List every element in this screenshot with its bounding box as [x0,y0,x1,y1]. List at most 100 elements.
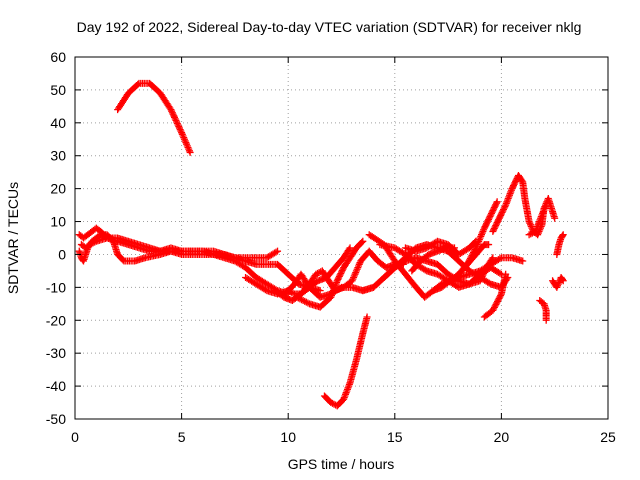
data-point [476,234,484,242]
series-arc-t [525,201,550,239]
data-point [355,260,363,268]
data-point [463,260,471,268]
data-point [312,270,320,278]
data-point [351,270,359,278]
data-point [542,201,550,209]
data-point [493,198,501,206]
y-axis-ticks: 60 50 40 30 20 10 0 -10 -20 -30 -40 -50 [46,49,608,427]
data-point [183,140,191,148]
data-point [478,231,486,239]
chart-title: Day 192 of 2022, Sidereal Day-to-day VTE… [77,19,582,35]
data-point [175,124,183,132]
data-point [527,221,535,229]
x-tick-label: 25 [600,429,616,445]
data-point [180,135,188,143]
data-point [178,129,186,137]
data-point [554,282,562,290]
data-point [177,127,185,135]
data-point [289,289,297,297]
data-point [469,250,477,258]
y-tick-label: 30 [50,148,66,164]
data-point [527,222,535,230]
data-point [287,288,295,296]
y-tick-label: 20 [50,181,66,197]
x-axis-ticks: 0 5 10 15 20 25 [71,57,616,445]
data-point [359,237,367,245]
data-point [502,270,510,278]
data-point [470,247,478,255]
data-point [527,230,535,238]
series-arc-v [549,273,567,291]
data-point [358,238,366,246]
y-tick-label: 10 [50,214,66,230]
data-point [301,297,309,305]
data-point [350,273,358,281]
data-point [178,130,186,138]
data-point [355,262,363,270]
data-point [497,291,505,299]
data-point [492,199,500,207]
data-point [186,148,194,156]
data-point [465,257,473,265]
data-point [182,139,190,147]
data-point [353,265,361,273]
data-point [363,313,371,321]
data-point [494,297,502,305]
y-tick-label: -50 [46,411,66,427]
data-point [179,132,187,140]
data-point [304,299,312,307]
data-point [316,287,324,295]
x-tick-label: 10 [280,429,296,445]
data-point [180,134,188,142]
data-point [352,267,360,275]
data-point [490,305,498,313]
data-point [328,399,336,407]
data-point [539,209,547,217]
data-point [496,255,504,263]
data-point [181,137,189,145]
data-point [173,118,181,126]
data-point [464,259,472,267]
data-point [553,283,561,291]
data-point [302,298,310,306]
data-point [495,294,503,302]
data-point [185,145,193,153]
data-point [95,232,103,240]
data-point [559,277,567,285]
data-point [175,123,183,131]
y-tick-label: -40 [46,378,66,394]
data-point [471,245,479,253]
data-point [272,248,280,256]
data-point [274,247,282,255]
data-point [526,219,534,227]
data-point [477,232,485,240]
data-point [538,211,546,219]
data-point [519,257,527,265]
data-point [172,116,180,124]
data-point [479,227,487,235]
data-point [473,241,481,249]
data-point [166,104,174,112]
data-point [286,287,294,295]
data-point [475,236,483,244]
data-point [348,277,356,285]
data-point [169,110,177,118]
data-point [501,203,509,211]
y-tick-label: -30 [46,345,66,361]
data-point [559,232,567,240]
series-arc-s [489,171,559,239]
data-point [173,119,181,127]
data-point [185,147,193,155]
data-point [468,251,476,259]
series-arc-w [553,231,567,258]
y-tick-label: 40 [50,115,66,131]
data-point [472,244,480,252]
data-point [493,299,501,307]
data-point [168,109,176,117]
data-point [489,306,497,314]
x-tick-label: 5 [178,429,186,445]
y-tick-label: -10 [46,279,66,295]
data-point [183,142,191,150]
data-point [485,241,493,249]
